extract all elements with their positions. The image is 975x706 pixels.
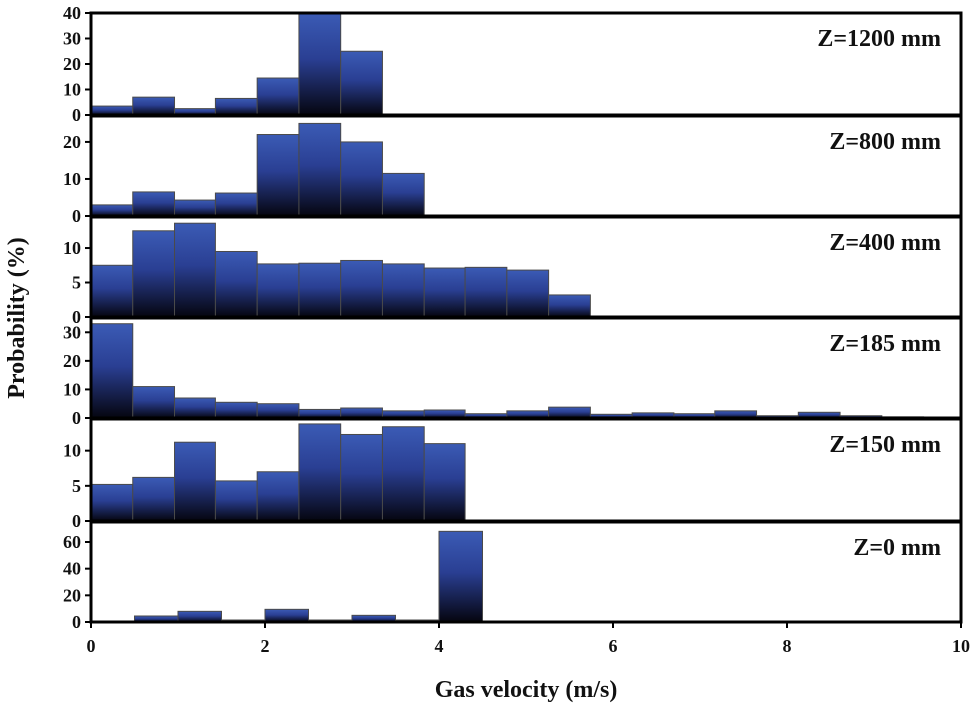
bar-panel0-1 (132, 96, 176, 116)
bar-panel2-6 (340, 259, 383, 318)
bar-panel2-8 (423, 267, 466, 318)
bar-panel2-3 (214, 250, 258, 318)
panel-label-2: Z=400 mm (829, 230, 941, 256)
panel-1: 0 10 20 Z=800 mm (63, 114, 963, 226)
ytick-label-panel3-3: 30 (63, 322, 81, 342)
x-axis-title: Gas velocity (m/s) (435, 677, 618, 703)
bar-panel4-1 (132, 476, 176, 522)
bar-panel3-3 (214, 401, 258, 419)
bar-panel1-5 (298, 122, 342, 217)
ytick-label-panel0-2: 20 (63, 54, 81, 74)
bar-panel1-3 (214, 192, 258, 217)
bar-panel0-5 (298, 12, 342, 116)
bar-panel4-4 (256, 471, 300, 522)
bar-panel3-2 (174, 397, 216, 419)
ytick-label-panel5-2: 40 (63, 559, 81, 579)
panel-label-1: Z=800 mm (829, 129, 941, 155)
bar-panel4-5 (298, 423, 342, 522)
ytick-label-panel4-2: 10 (63, 441, 81, 461)
panel-4: 0 5 10 Z=150 mm (63, 417, 963, 531)
bar-panel4-6 (340, 433, 383, 522)
bar-panel2-11 (548, 294, 591, 318)
panel-0: 0 10 20 30 40 Z=1200 mm (63, 3, 963, 125)
panel-label-3: Z=185 mm (829, 331, 941, 357)
ytick-label-panel0-1: 10 (63, 80, 81, 100)
ytick-label-panel5-3: 60 (63, 532, 81, 552)
bar-panel2-1 (132, 230, 176, 318)
ytick-label-panel2-2: 10 (63, 238, 81, 258)
panel-frame-5 (89, 520, 963, 624)
xtick-label-1: 2 (261, 636, 270, 656)
ytick-label-panel3-0: 0 (72, 408, 81, 428)
bar-panel4-2 (174, 441, 216, 522)
ytick-label-panel1-2: 20 (63, 132, 81, 152)
bar-panel3-11 (548, 406, 591, 419)
panel-5: 0 20 40 60 Z=0 mm (63, 520, 963, 632)
ytick-label-panel2-1: 5 (72, 273, 81, 293)
bar-panel5-7 (438, 530, 483, 623)
bar-panel1-0 (90, 204, 134, 217)
ytick-label-panel0-3: 30 (63, 29, 81, 49)
xtick-label-5: 10 (952, 636, 970, 656)
bar-panel2-7 (381, 263, 425, 318)
ytick-label-panel2-0: 0 (72, 307, 81, 327)
bar-panel5-3 (264, 608, 309, 623)
ytick-label-panel4-1: 5 (72, 476, 81, 496)
bar-panel1-2 (174, 199, 216, 217)
bar-panel2-5 (298, 262, 342, 318)
ytick-label-panel3-1: 10 (63, 379, 81, 399)
ytick-label-panel4-0: 0 (72, 511, 81, 531)
ytick-label-panel0-4: 40 (63, 3, 81, 23)
bar-panel4-7 (381, 426, 425, 522)
ytick-label-panel5-0: 0 (72, 612, 81, 632)
bar-panel1-4 (256, 134, 300, 217)
bar-panel2-9 (464, 266, 508, 318)
bar-panel2-4 (256, 263, 300, 318)
xtick-label-4: 8 (783, 636, 792, 656)
bar-panel3-4 (256, 403, 300, 419)
bar-panel1-1 (132, 191, 176, 217)
bar-panel3-1 (132, 386, 176, 419)
bar-panel2-2 (174, 222, 216, 318)
bar-panel2-10 (506, 269, 550, 318)
bar-panel2-0 (90, 264, 134, 318)
bar-panel5-1 (177, 610, 222, 623)
bar-panel0-6 (340, 50, 383, 116)
xtick-label-2: 4 (435, 636, 444, 656)
ytick-label-panel1-0: 0 (72, 206, 81, 226)
ytick-label-panel3-2: 20 (63, 351, 81, 371)
ytick-label-panel1-1: 10 (63, 169, 81, 189)
bar-panel0-4 (256, 77, 300, 116)
bar-panel4-8 (423, 443, 466, 522)
bar-panel0-3 (214, 97, 258, 116)
panel-2: 0 5 10 Z=400 mm (63, 215, 963, 327)
bar-panel4-3 (214, 480, 258, 522)
xtick-label-0: 0 (87, 636, 96, 656)
panel-3: 0 10 20 30 Z=185 mm (63, 316, 963, 428)
ytick-label-panel0-0: 0 (72, 105, 81, 125)
bar-panel3-0 (90, 323, 134, 419)
bar-panel1-6 (340, 141, 383, 217)
bar-panel4-0 (90, 483, 134, 522)
bar-panel1-7 (381, 172, 425, 217)
panel-label-0: Z=1200 mm (817, 26, 941, 52)
panel-label-4: Z=150 mm (829, 432, 941, 458)
ytick-label-panel5-1: 20 (63, 585, 81, 605)
xtick-label-3: 6 (609, 636, 618, 656)
y-axis-title: Probability (%) (4, 237, 30, 399)
panel-label-5: Z=0 mm (853, 535, 941, 561)
x-axis: 0 2 4 6 8 10 (87, 622, 970, 656)
